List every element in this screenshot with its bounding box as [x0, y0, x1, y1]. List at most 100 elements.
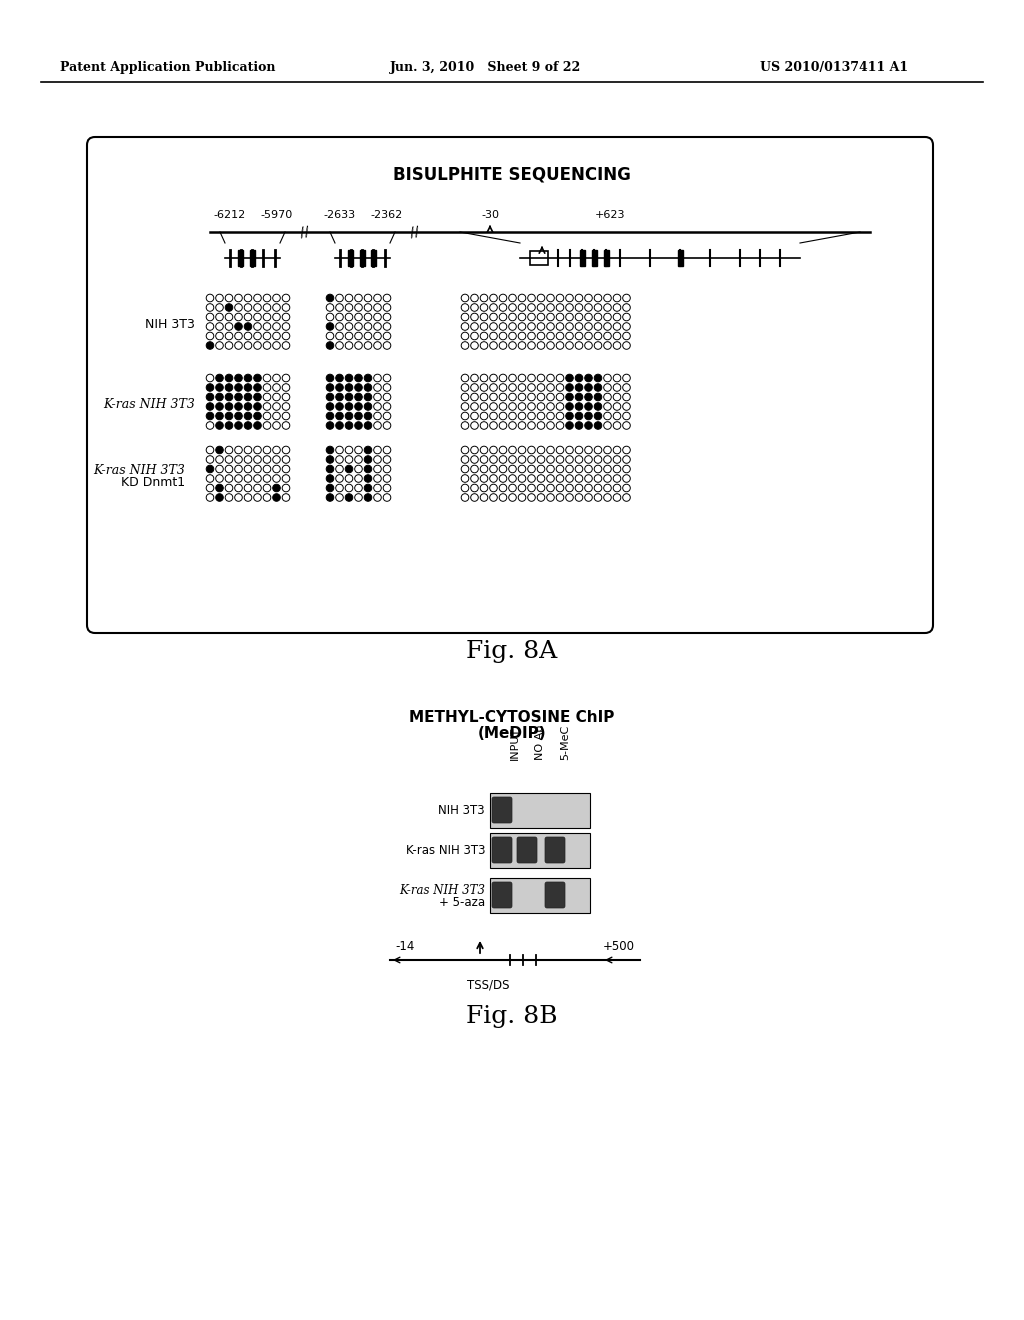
Circle shape: [254, 403, 261, 411]
Circle shape: [234, 384, 243, 391]
Circle shape: [327, 384, 334, 391]
Circle shape: [365, 455, 372, 463]
Circle shape: [365, 494, 372, 502]
FancyBboxPatch shape: [492, 882, 512, 908]
Circle shape: [327, 322, 334, 330]
Circle shape: [354, 421, 362, 429]
Circle shape: [225, 384, 232, 391]
Circle shape: [234, 403, 243, 411]
Circle shape: [365, 475, 372, 482]
Circle shape: [327, 412, 334, 420]
Circle shape: [244, 412, 252, 420]
Text: NO Ab: NO Ab: [535, 725, 545, 760]
Circle shape: [234, 374, 243, 381]
Circle shape: [225, 403, 232, 411]
Circle shape: [354, 412, 362, 420]
Circle shape: [365, 393, 372, 401]
FancyBboxPatch shape: [545, 882, 565, 908]
FancyBboxPatch shape: [545, 837, 565, 863]
Circle shape: [365, 421, 372, 429]
Circle shape: [327, 465, 334, 473]
Circle shape: [216, 393, 223, 401]
Circle shape: [365, 384, 372, 391]
Bar: [530, 251, 548, 265]
Circle shape: [206, 384, 214, 391]
Circle shape: [345, 494, 353, 502]
Circle shape: [225, 412, 232, 420]
Text: //: //: [410, 224, 421, 240]
Circle shape: [575, 412, 583, 420]
Circle shape: [354, 384, 362, 391]
Circle shape: [575, 403, 583, 411]
Circle shape: [594, 412, 602, 420]
Circle shape: [244, 374, 252, 381]
FancyBboxPatch shape: [492, 797, 512, 822]
Circle shape: [327, 403, 334, 411]
Text: K-ras NIH 3T3: K-ras NIH 3T3: [93, 463, 185, 477]
Circle shape: [244, 322, 252, 330]
Text: Jun. 3, 2010   Sheet 9 of 22: Jun. 3, 2010 Sheet 9 of 22: [390, 62, 582, 74]
Text: Fig. 8B: Fig. 8B: [466, 1005, 558, 1028]
Circle shape: [365, 465, 372, 473]
Circle shape: [565, 421, 573, 429]
Text: US 2010/0137411 A1: US 2010/0137411 A1: [760, 62, 908, 74]
Circle shape: [575, 384, 583, 391]
Circle shape: [206, 403, 214, 411]
FancyBboxPatch shape: [490, 878, 590, 912]
Circle shape: [585, 403, 592, 411]
Circle shape: [206, 342, 214, 350]
Circle shape: [345, 384, 353, 391]
Circle shape: [594, 393, 602, 401]
Circle shape: [354, 403, 362, 411]
Circle shape: [216, 374, 223, 381]
Circle shape: [345, 374, 353, 381]
Circle shape: [254, 384, 261, 391]
Circle shape: [365, 403, 372, 411]
Text: 5-MeC: 5-MeC: [560, 725, 570, 760]
Circle shape: [244, 393, 252, 401]
Bar: [603, 249, 608, 267]
Circle shape: [585, 412, 592, 420]
Circle shape: [365, 374, 372, 381]
Circle shape: [272, 494, 281, 502]
Circle shape: [206, 465, 214, 473]
Circle shape: [234, 412, 243, 420]
Circle shape: [345, 393, 353, 401]
Circle shape: [254, 374, 261, 381]
Circle shape: [327, 342, 334, 350]
Circle shape: [594, 421, 602, 429]
Circle shape: [365, 412, 372, 420]
Circle shape: [336, 412, 343, 420]
Circle shape: [327, 446, 334, 454]
Circle shape: [206, 393, 214, 401]
Circle shape: [336, 374, 343, 381]
Circle shape: [272, 484, 281, 492]
Circle shape: [254, 421, 261, 429]
Text: TSS/DS: TSS/DS: [467, 978, 509, 991]
Circle shape: [216, 446, 223, 454]
Circle shape: [585, 393, 592, 401]
Circle shape: [216, 484, 223, 492]
Circle shape: [244, 403, 252, 411]
Circle shape: [244, 384, 252, 391]
Circle shape: [575, 374, 583, 381]
Bar: [592, 249, 597, 267]
Circle shape: [244, 421, 252, 429]
Text: -5970: -5970: [261, 210, 293, 220]
Bar: [239, 249, 244, 267]
Circle shape: [216, 421, 223, 429]
Circle shape: [225, 374, 232, 381]
Circle shape: [565, 393, 573, 401]
Text: K-ras NIH 3T3: K-ras NIH 3T3: [399, 883, 485, 896]
Text: K-ras NIH 3T3: K-ras NIH 3T3: [406, 843, 485, 857]
Circle shape: [225, 304, 232, 312]
Bar: [348, 249, 353, 267]
Text: -2633: -2633: [324, 210, 356, 220]
FancyBboxPatch shape: [490, 792, 590, 828]
Text: //: //: [299, 224, 310, 240]
Circle shape: [345, 421, 353, 429]
Text: K-ras NIH 3T3: K-ras NIH 3T3: [103, 399, 195, 412]
Circle shape: [565, 374, 573, 381]
Circle shape: [345, 412, 353, 420]
Circle shape: [585, 384, 592, 391]
